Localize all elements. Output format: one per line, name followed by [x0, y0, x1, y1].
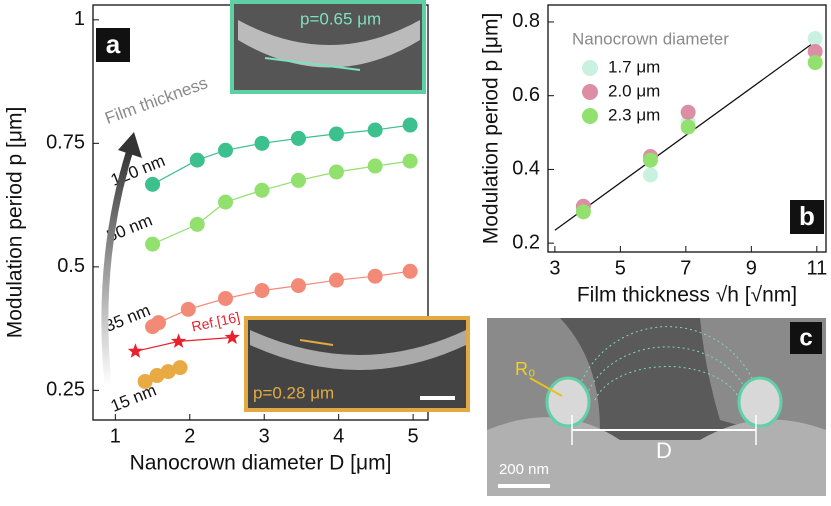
point: [218, 142, 234, 158]
point: [575, 204, 591, 220]
point: [172, 360, 188, 376]
x-axis-label: Film thickness √h [√nm]: [577, 284, 797, 307]
point: [254, 135, 270, 151]
inset-arrow: [264, 57, 361, 71]
inset-arrow: [299, 339, 334, 346]
legend-marker: [582, 60, 598, 76]
point: [290, 130, 306, 146]
dotted-arc: [584, 346, 751, 401]
point: [290, 278, 306, 294]
series-label: Ref.[16]: [190, 309, 241, 335]
legend-marker: [582, 84, 598, 100]
fit-line: [554, 39, 818, 231]
point: [254, 182, 270, 198]
point: [367, 122, 383, 138]
point: [254, 283, 270, 299]
point: [402, 117, 418, 133]
point: [328, 164, 344, 180]
x-tick-label: 11: [806, 257, 827, 279]
y-tick-label: 0.75: [46, 132, 85, 154]
point: [367, 158, 383, 174]
thickness-arrow: [101, 148, 134, 386]
legend-entry: 1.7 μm: [608, 57, 660, 76]
annotation: Film thickness: [102, 73, 210, 128]
x-tick-label: 1: [110, 425, 121, 447]
legend-entry: 2.3 μm: [608, 105, 660, 124]
arrow-head: [118, 132, 142, 158]
star-point: [224, 329, 240, 344]
x-tick-label: 3: [549, 257, 560, 279]
point: [145, 236, 161, 252]
series-label: 15 nm: [108, 381, 159, 416]
point: [290, 172, 306, 188]
x-tick-label: 3: [259, 425, 270, 447]
point: [402, 153, 418, 169]
y-tick-label: 0.8: [512, 10, 540, 32]
y-tick-label: 0.25: [46, 379, 85, 401]
point: [680, 119, 696, 135]
crown-ring: [737, 376, 783, 428]
x-tick-label: 9: [746, 257, 757, 279]
panel-label-box: [790, 200, 824, 234]
point: [328, 272, 344, 288]
x-axis-label: Nanocrown diameter D [μm]: [130, 452, 392, 475]
x-tick-label: 7: [680, 257, 691, 279]
y-axis-label: Modulation period p [μm]: [480, 13, 503, 245]
panel-1: 3 5 7 9 11 0.2 0.4 0.6 0.8 Film thickness √h [√nm…: [480, 4, 827, 307]
y-tick-label: 0.2: [512, 231, 540, 253]
panel-label-box: [96, 28, 130, 62]
legend-title: Nanocrown diameter: [572, 29, 729, 48]
legend-marker: [582, 108, 598, 124]
point: [680, 104, 696, 120]
inset-label: p=0.28 μm: [253, 383, 334, 402]
point: [180, 301, 196, 317]
point: [402, 263, 418, 279]
crown-ring: [545, 376, 591, 428]
legend-entry: 2.0 μm: [608, 81, 660, 100]
plot-frame: [547, 4, 827, 253]
y-tick-label: 0.5: [57, 255, 85, 277]
point: [137, 373, 153, 389]
radius-pointer: [529, 377, 563, 397]
point: [642, 167, 658, 183]
point: [160, 364, 176, 380]
point: [367, 268, 383, 284]
point: [218, 290, 234, 306]
panel-0: 1 2 3 4 5 0.25 0.5 0.75 1 Nanocrown diameter D [μ…: [4, 0, 470, 475]
x-tick-label: 5: [408, 425, 419, 447]
point: [642, 152, 658, 168]
star-point: [171, 333, 187, 348]
y-tick-label: 0.6: [512, 84, 540, 106]
sem-image-c: R₀ D 200 nm c: [487, 318, 826, 496]
point: [189, 216, 205, 232]
radius-label: R₀: [515, 359, 535, 379]
x-tick-label: 4: [333, 425, 344, 447]
inset-label: p=0.65 μm: [300, 9, 381, 28]
point: [807, 55, 823, 71]
series-line: [152, 160, 411, 245]
inset-shape: [250, 330, 466, 370]
point: [807, 31, 823, 47]
panel-label: a: [106, 29, 121, 59]
panel-label-box: [790, 322, 822, 354]
point: [189, 152, 205, 168]
point: [151, 315, 167, 331]
distance-label: D: [656, 438, 672, 463]
point: [145, 176, 161, 192]
y-axis-label: Modulation period p [μm]: [4, 107, 27, 339]
scale-bar-label: 200 nm: [499, 461, 549, 478]
point: [328, 126, 344, 142]
point: [807, 43, 823, 59]
x-tick-label: 5: [615, 257, 626, 279]
panel-label: c: [799, 324, 812, 351]
series-label: 35 nm: [102, 301, 153, 336]
star-point: [127, 343, 143, 358]
inset-shape: [238, 20, 420, 68]
x-tick-label: 2: [184, 425, 195, 447]
y-tick-label: 0.4: [512, 158, 540, 180]
y-tick-label: 1: [74, 8, 85, 30]
point: [218, 194, 234, 210]
panel-label: b: [799, 201, 815, 231]
